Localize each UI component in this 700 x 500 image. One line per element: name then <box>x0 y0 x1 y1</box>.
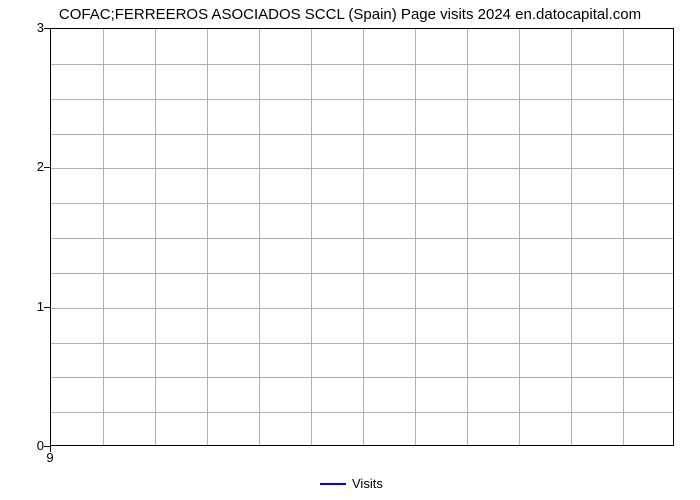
grid-line-horizontal <box>51 308 673 309</box>
chart-container: COFAC;FERREEROS ASOCIADOS SCCL (Spain) P… <box>0 0 700 500</box>
grid-line-horizontal <box>51 203 673 204</box>
grid-line-horizontal <box>51 377 673 378</box>
grid-line-vertical <box>207 29 208 445</box>
grid-line-vertical <box>467 29 468 445</box>
grid-line-horizontal <box>51 238 673 239</box>
grid-line-vertical <box>571 29 572 445</box>
grid-line-vertical <box>519 29 520 445</box>
y-tick-mark <box>44 167 50 168</box>
y-tick-label: 3 <box>20 20 44 35</box>
grid-line-horizontal <box>51 273 673 274</box>
legend-label: Visits <box>352 476 383 491</box>
grid-line-horizontal <box>51 343 673 344</box>
grid-line-vertical <box>259 29 260 445</box>
grid-line-horizontal <box>51 134 673 135</box>
y-tick-mark <box>44 307 50 308</box>
grid-line-vertical <box>103 29 104 445</box>
x-tick-mark <box>50 446 51 452</box>
grid-line-vertical <box>363 29 364 445</box>
grid-line-vertical <box>623 29 624 445</box>
y-tick-label: 1 <box>20 299 44 314</box>
grid-line-horizontal <box>51 64 673 65</box>
legend-line-icon <box>320 483 346 485</box>
grid-line-horizontal <box>51 412 673 413</box>
chart-title: COFAC;FERREEROS ASOCIADOS SCCL (Spain) P… <box>0 6 700 23</box>
y-tick-mark <box>44 28 50 29</box>
grid-line-vertical <box>311 29 312 445</box>
grid-line-horizontal <box>51 99 673 100</box>
grid-line-vertical <box>415 29 416 445</box>
grid-line-vertical <box>155 29 156 445</box>
grid-line-horizontal <box>51 168 673 169</box>
plot-area <box>50 28 674 446</box>
legend: Visits <box>320 476 383 491</box>
y-tick-label: 2 <box>20 159 44 174</box>
x-tick-label: 9 <box>35 450 65 465</box>
